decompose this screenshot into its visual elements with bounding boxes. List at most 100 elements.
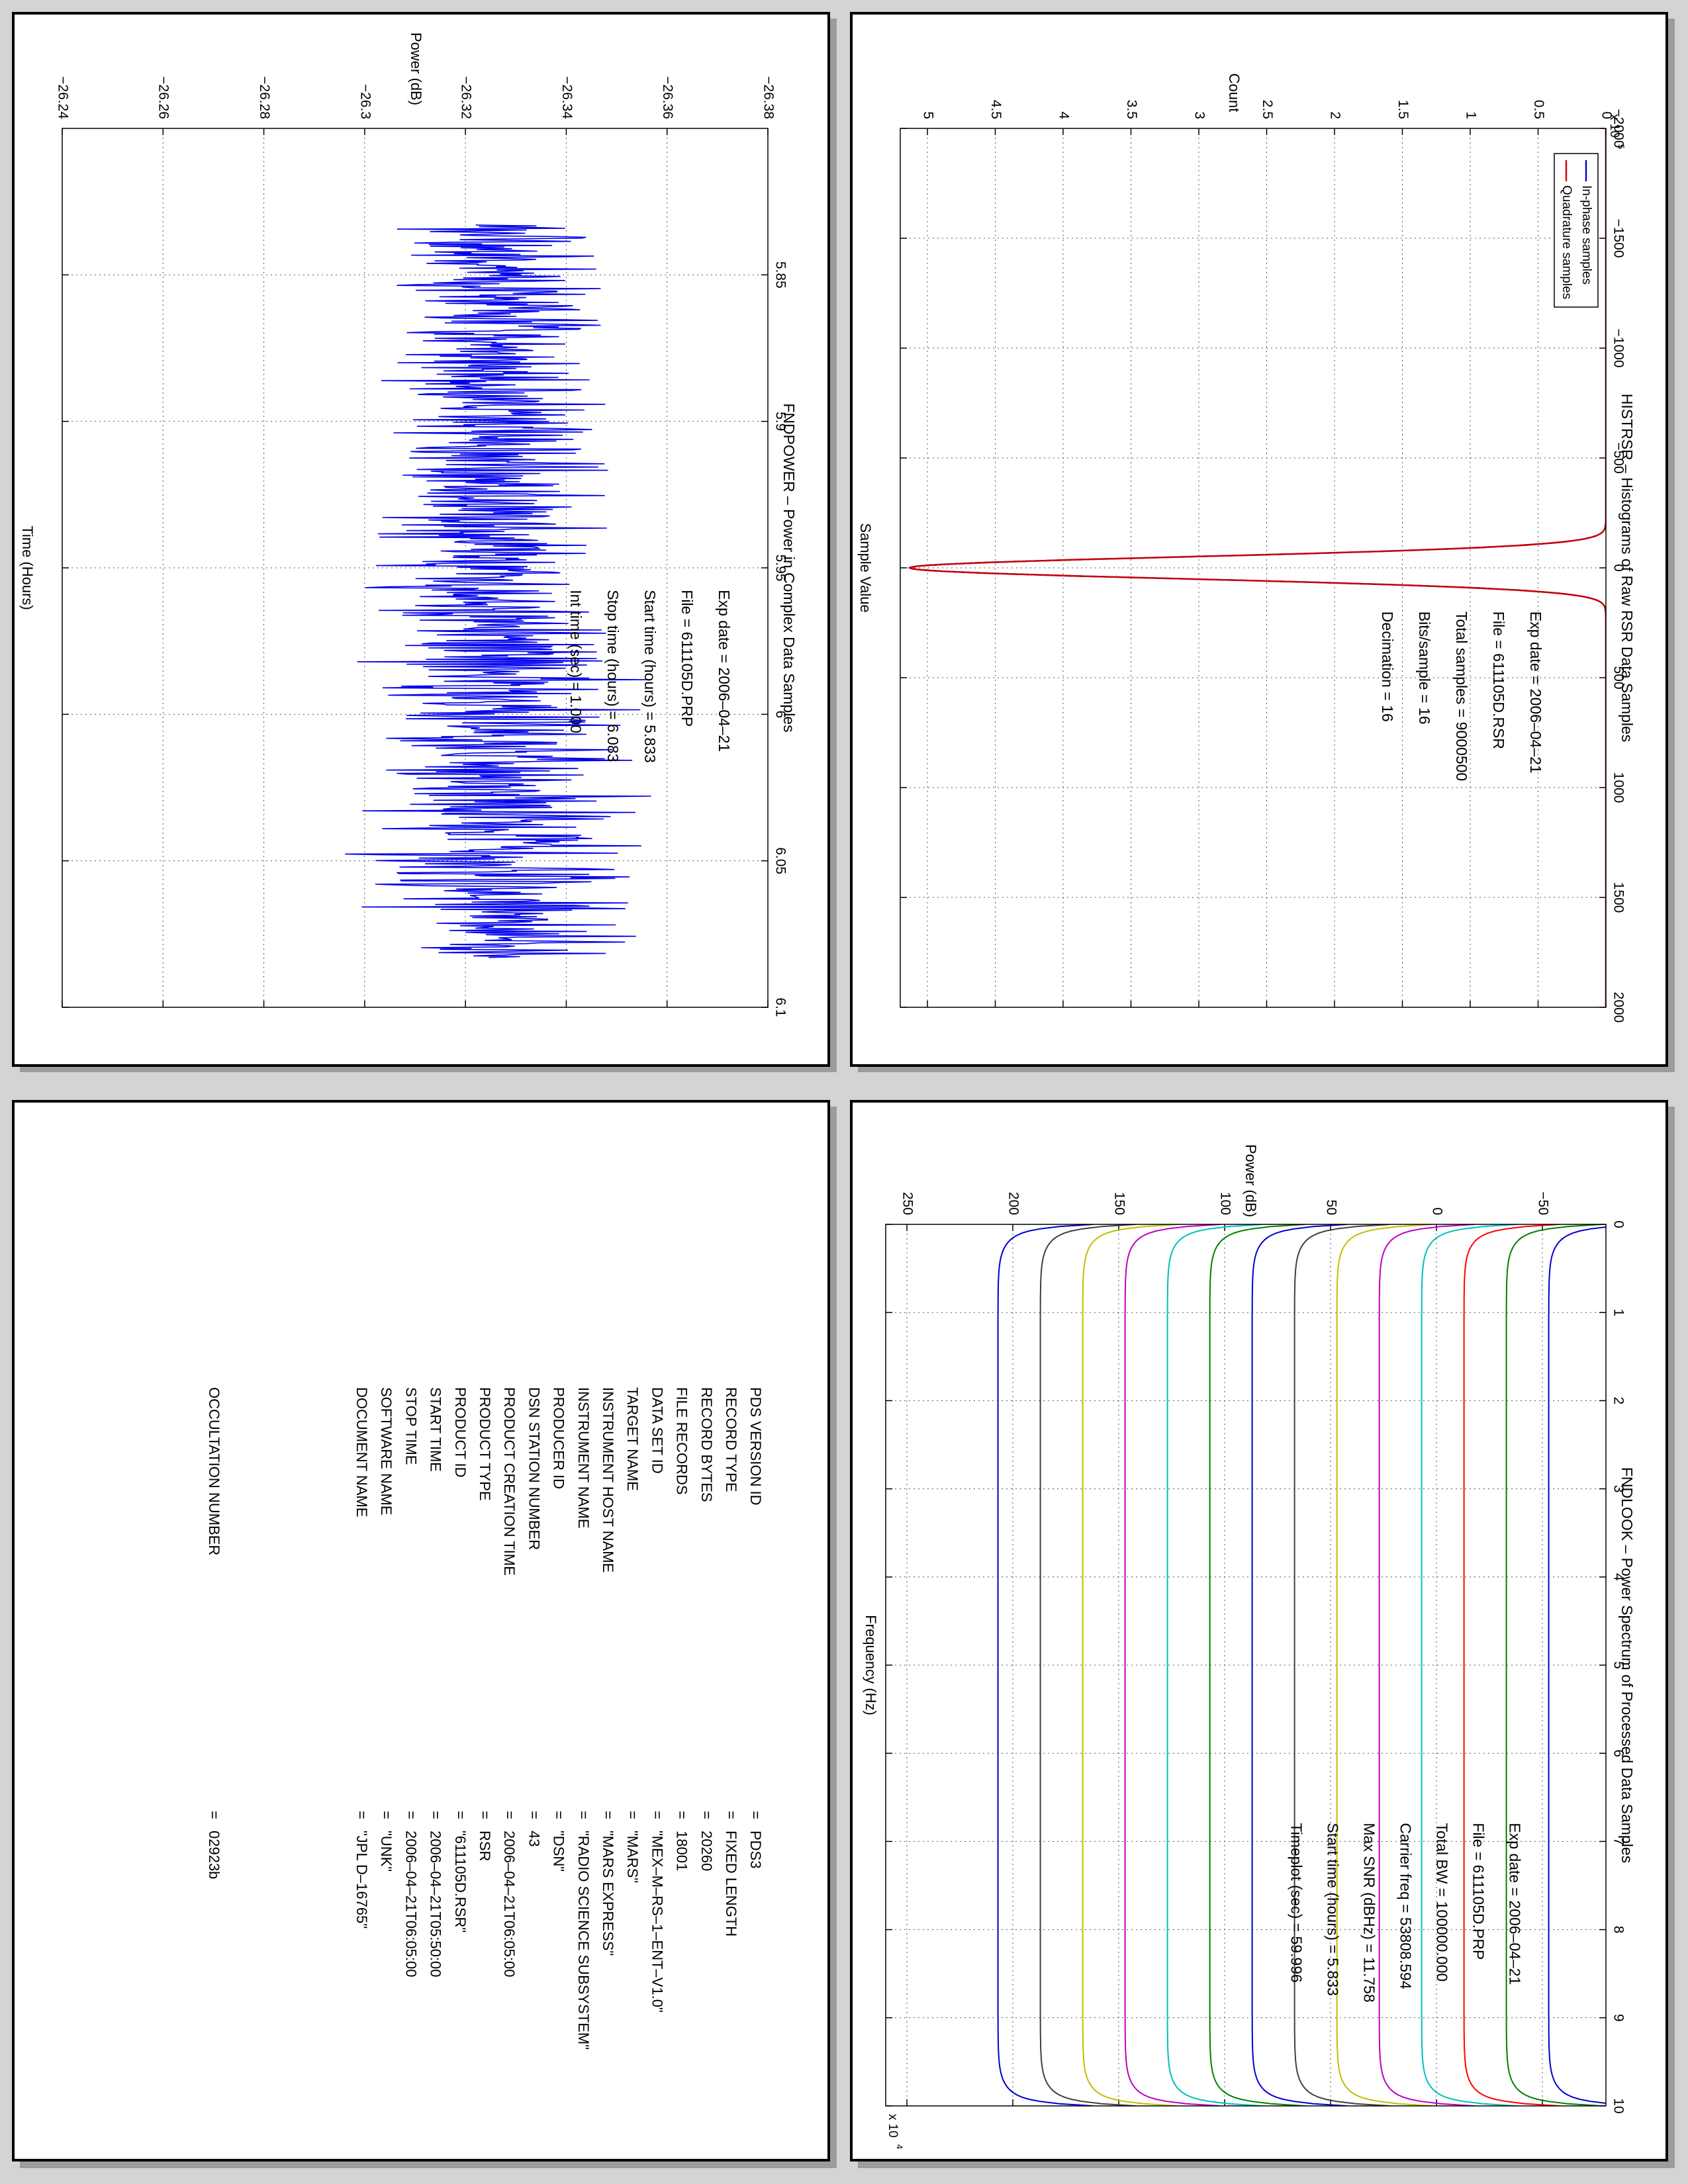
label-separator-group: = xyxy=(575,1811,592,1819)
label-key-group: RECORD TYPE xyxy=(723,1387,739,1492)
label-value: "MEX–M–RS–1–ENT–V1.0" xyxy=(649,1831,665,2013)
x-axis-label: Sample Value xyxy=(857,523,874,612)
histogram-info: Exp date = 2006–04–21 File = 611105D.RSR… xyxy=(1369,612,1554,781)
label-separator: = xyxy=(551,1811,567,1819)
x-tick-label: 5.9 xyxy=(773,412,788,431)
x-tick-label: 5 xyxy=(1611,1661,1626,1669)
occultation-value-group: 02923b xyxy=(206,1831,222,1879)
y-tick-label: 3 xyxy=(1192,111,1207,119)
label-separator: = xyxy=(501,1811,518,1819)
y-tick-label-group: 2 xyxy=(1327,111,1342,119)
y-tick-label-group: 0.5 xyxy=(1531,100,1546,119)
info-value: 11.758 xyxy=(1360,1956,1378,2003)
y-axis-label: Power (dB) xyxy=(408,32,424,105)
y-exponent-power: 5 xyxy=(1617,144,1626,149)
chart-title-group: HISTRSR – Histograms of Raw RSR Data Sam… xyxy=(1618,394,1636,743)
label-separator-group: = xyxy=(698,1811,715,1819)
spectrum-series-line-11 xyxy=(1124,1224,1221,2106)
y-tick-label-group: −26.3 xyxy=(357,84,373,119)
label-value: 2006–04–21T05:50:00 xyxy=(428,1831,444,1977)
x-tick-label-group: 4 xyxy=(1611,1573,1626,1581)
y-axis-label-group: Count xyxy=(1226,73,1243,113)
y-tick-label: 0.5 xyxy=(1531,100,1546,119)
labels-block: PDS VERSION ID = PDS3 RECORD TYPE = FIXED LEN… xyxy=(206,1387,764,2050)
label-separator: = xyxy=(723,1811,739,1819)
info-label: Timeplot (sec) = xyxy=(1288,1823,1305,1933)
spectrum-info-row: File = 611105D.PRP xyxy=(1460,1823,1497,2002)
info-value: 2006–04–21 xyxy=(1506,1900,1524,1985)
label-key-group: DATA SET ID xyxy=(649,1387,665,1474)
y-tick-label-group: −26.32 xyxy=(459,76,474,119)
label-separator: = xyxy=(747,1811,764,1819)
x-tick-label-group: 9 xyxy=(1611,2014,1626,2022)
chart-title: FNDPOWER – Power in Complex Data Samples xyxy=(780,403,798,732)
label-key: INSTRUMENT HOST NAME xyxy=(600,1387,616,1572)
label-separator: = xyxy=(575,1811,592,1819)
label-key: PRODUCT CREATION TIME xyxy=(501,1387,518,1576)
label-value: RSR xyxy=(477,1831,493,1861)
label-separator: = xyxy=(649,1811,665,1819)
x-tick-label-group: −500 xyxy=(1611,442,1626,473)
spectrum-info-row: Start time (hours) = 5.833 xyxy=(1315,1823,1351,2002)
info-value: 16 xyxy=(1416,707,1433,725)
label-separator-group: = xyxy=(674,1811,690,1819)
label-key: RECORD TYPE xyxy=(723,1387,739,1492)
label-key: DSN STATION NUMBER xyxy=(526,1387,542,1550)
label-value: 43 xyxy=(526,1831,542,1846)
label-value-group: "DSN" xyxy=(551,1831,567,1872)
x-tick-label: 9 xyxy=(1611,2014,1626,2022)
power-series-line xyxy=(345,224,651,958)
info-value: 9000500 xyxy=(1453,721,1470,782)
label-value-group: 43 xyxy=(526,1831,542,1846)
label-key: SOFTWARE NAME xyxy=(378,1387,395,1516)
x-tick-label: 1 xyxy=(1611,1308,1626,1316)
x-tick-label-group: 7 xyxy=(1611,1838,1626,1846)
power-info-row: Stop time (hours) = 6.083 xyxy=(594,590,632,762)
label-separator-group: = xyxy=(353,1811,370,1819)
label-separator-group: = xyxy=(624,1811,641,1819)
label-key: DATA SET ID xyxy=(649,1387,665,1474)
histogram-info-row: Bits/sample = 16 xyxy=(1406,612,1443,781)
info-label: Exp date = xyxy=(716,590,733,663)
info-value: 611105D.RSR xyxy=(1490,653,1507,749)
y-tick-label-group: 150 xyxy=(1111,1192,1127,1215)
label-key: TARGET NAME xyxy=(624,1387,641,1491)
label-separator-group: = xyxy=(723,1811,739,1819)
label-value-group: "JPL D–16765" xyxy=(353,1831,370,1929)
label-value: "UNK" xyxy=(378,1831,395,1872)
x-tick-label-group: −2000 xyxy=(1611,109,1626,148)
x-tick-label-group: 6.05 xyxy=(773,847,788,874)
x-tick-label-group: −1000 xyxy=(1611,329,1626,368)
y-tick-label-group: −26.38 xyxy=(761,76,776,119)
x-axis-label: Frequency (Hz) xyxy=(863,1615,879,1715)
x-tick-label-group: 6 xyxy=(773,710,788,718)
spectrum-series-line-9 xyxy=(1209,1224,1305,2106)
label-value-group: 18001 xyxy=(674,1831,690,1871)
x-tick-label-group: 5 xyxy=(1611,1661,1626,1669)
histogram-info-row: Exp date = 2006–04–21 xyxy=(1517,612,1554,781)
spectrum-info-row: Timeplot (sec) = 59.996 xyxy=(1278,1823,1315,2002)
x-tick-label: 1500 xyxy=(1611,882,1626,913)
x-tick-label: 2 xyxy=(1611,1397,1626,1405)
spectrum-series-line-1 xyxy=(1548,1226,1606,2104)
labels-panel: PDS VERSION ID = PDS3 RECORD TYPE = FIXED LEN… xyxy=(12,1100,830,2161)
info-value: 16 xyxy=(1379,705,1396,722)
chart-title: HISTRSR – Histograms of Raw RSR Data Sam… xyxy=(1618,394,1636,743)
y-tick-label: 1.5 xyxy=(1395,100,1411,119)
info-value: 6.083 xyxy=(604,723,622,762)
label-value-group: "RADIO SCIENCE SUBSYSTEM" xyxy=(575,1831,592,2050)
label-key-group: PRODUCT TYPE xyxy=(477,1387,493,1501)
histogram-info-row: File = 611105D.RSR xyxy=(1480,612,1517,781)
chart-title-group: FNDLOOK – Power Spectrum of Processed Da… xyxy=(1618,1467,1636,1863)
x-tick-label: 0 xyxy=(1611,1220,1626,1228)
histogram-info-row: Decimation = 16 xyxy=(1369,612,1406,781)
label-value-group: "UNK" xyxy=(378,1831,395,1872)
info-label: Max SNR (dBHz) = xyxy=(1360,1823,1378,1953)
info-value: 611105D.PRP xyxy=(1470,1864,1487,1960)
power-info-row: Int time (sec) = 1.000 xyxy=(557,590,594,762)
label-key-group: RECORD BYTES xyxy=(698,1387,715,1502)
y-tick-label: −26.3 xyxy=(357,84,373,119)
label-value-group: PDS3 xyxy=(747,1831,764,1868)
info-value: 53808.594 xyxy=(1397,1917,1415,1989)
info-label: Stop time (hours) = xyxy=(604,590,622,720)
